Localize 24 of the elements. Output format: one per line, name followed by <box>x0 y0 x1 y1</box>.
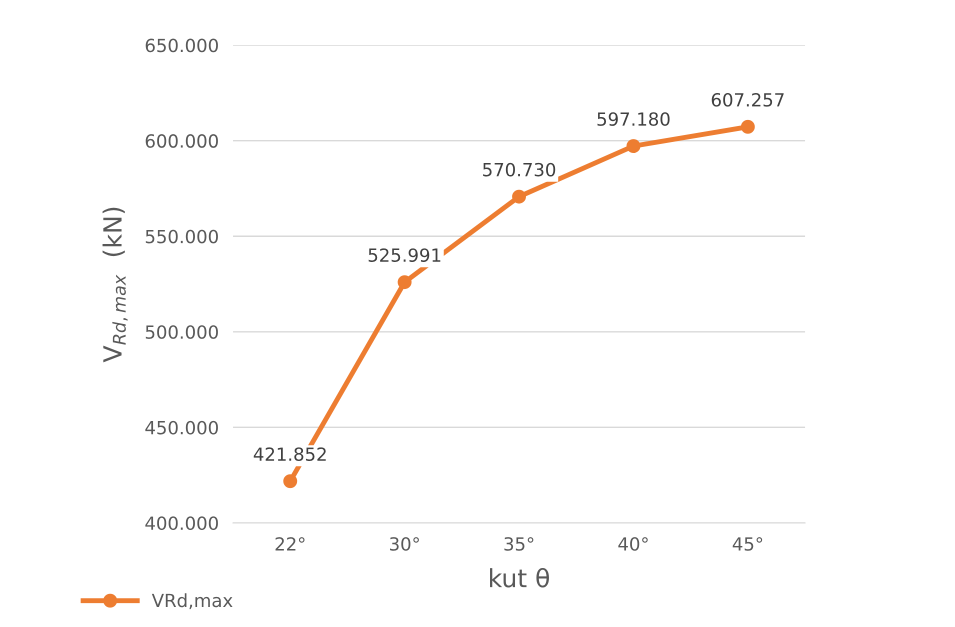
y-tick-label: 600.000 <box>146 134 218 148</box>
y-tick-label: 500.000 <box>146 325 218 339</box>
point <box>283 474 298 488</box>
y-tick-label: 550.000 <box>146 230 218 244</box>
x-tick-label: 45° <box>732 537 762 551</box>
x-tick-label: 35° <box>504 537 534 551</box>
data-label: 570.730 <box>483 162 556 176</box>
x-tick-label: 40° <box>618 537 648 551</box>
y-tick-label: 650.000 <box>146 38 218 52</box>
x-tick-label: 30° <box>390 537 419 551</box>
x-axis-title: kut θ <box>490 568 549 588</box>
data-label: 607.257 <box>712 93 784 107</box>
y-tick-label: 400.000 <box>145 516 218 530</box>
y-axis-title: V$_{Rd,max}$ (kN) <box>102 208 128 362</box>
point <box>512 190 526 204</box>
data-label: 597.180 <box>598 112 670 126</box>
x-tick-label: 22° <box>276 537 305 551</box>
data-label: 525.991 <box>368 248 440 262</box>
legend-label: VRd,max <box>152 593 233 610</box>
y-tick-label: 450.000 <box>145 420 218 434</box>
data-label: 421.852 <box>254 447 326 461</box>
point <box>740 120 755 134</box>
point <box>398 275 412 290</box>
point <box>626 139 640 154</box>
